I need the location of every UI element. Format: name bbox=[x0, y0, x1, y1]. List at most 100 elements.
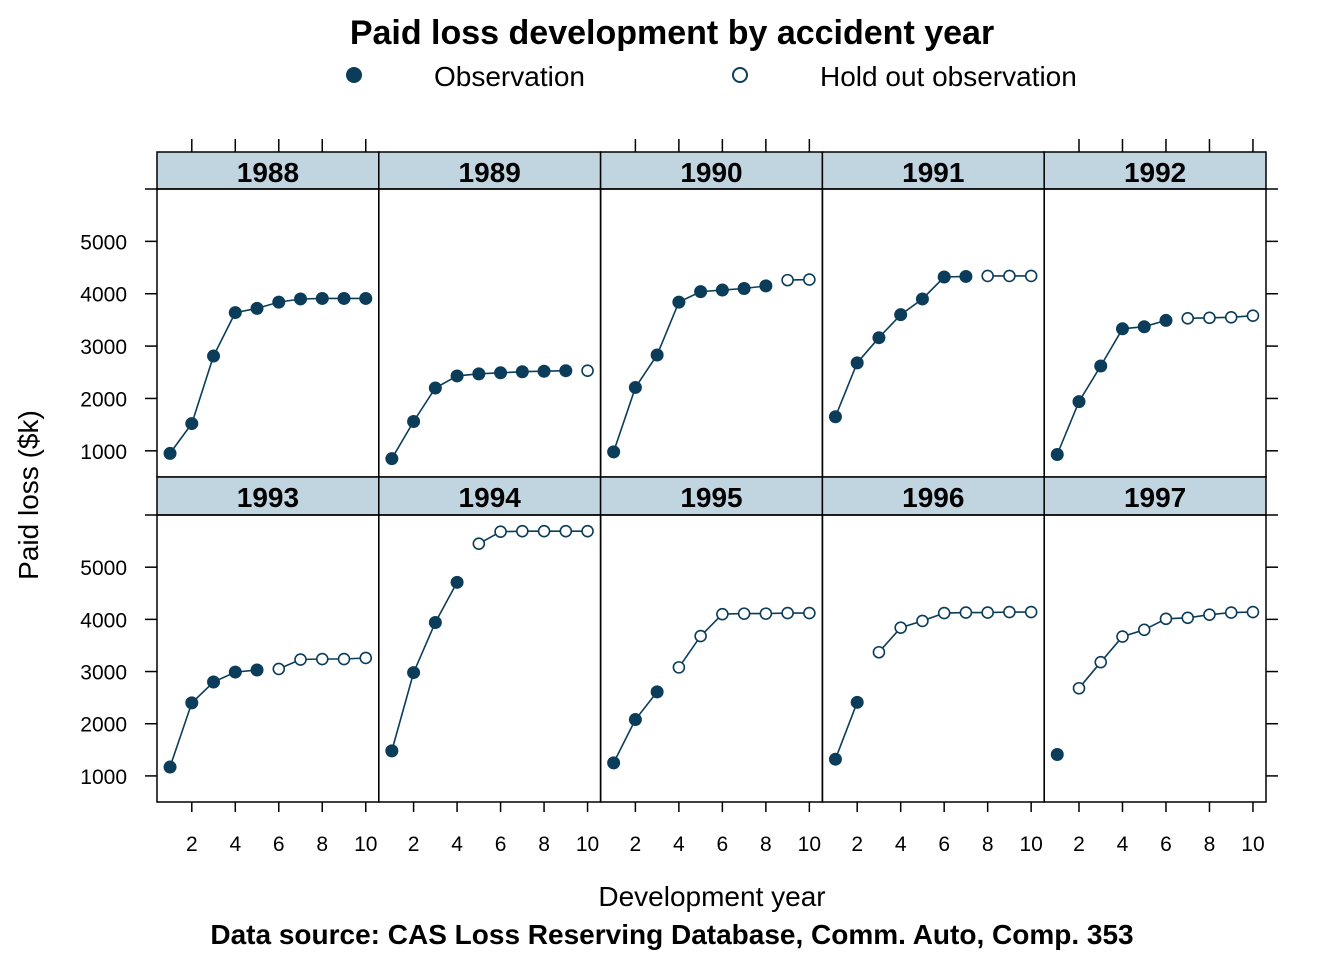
x-tick-label-0-2: 2 bbox=[186, 833, 198, 856]
observed-point-1990-6 bbox=[715, 283, 729, 297]
holdout-point-1997-8 bbox=[1203, 608, 1216, 621]
strip-1988 bbox=[156, 151, 380, 190]
x-tick-label-2-2: 2 bbox=[630, 833, 642, 856]
holdout-point-1992-9 bbox=[1224, 310, 1238, 324]
observed-point-1989-9 bbox=[559, 364, 573, 378]
y-tick-label-1-4000: 4000 bbox=[80, 609, 127, 632]
strip-label-1993: 1993 bbox=[237, 482, 299, 513]
holdout-point-1994-9 bbox=[559, 524, 573, 538]
holdout-point-1991-8 bbox=[981, 269, 994, 283]
observed-point-1989-7 bbox=[515, 365, 529, 379]
holdout-point-1990-10 bbox=[803, 273, 816, 286]
strip-1992 bbox=[1043, 151, 1267, 190]
observed-point-1994-3 bbox=[428, 615, 442, 629]
observed-point-1990-1 bbox=[607, 445, 621, 459]
strip-label-1997: 1997 bbox=[1124, 482, 1186, 513]
observed-point-1995-1 bbox=[607, 756, 621, 770]
holdout-point-1992-7 bbox=[1181, 312, 1195, 325]
panel-1990: 1990 bbox=[599, 151, 824, 478]
panel-frame-1992 bbox=[1043, 188, 1267, 478]
panel-frame-1997 bbox=[1043, 514, 1267, 803]
legend-holdout-marker bbox=[732, 67, 748, 83]
holdout-point-1994-6 bbox=[494, 525, 507, 538]
observed-point-1992-1 bbox=[1050, 447, 1064, 461]
holdout-point-1994-7 bbox=[516, 524, 529, 538]
strip-label-1988: 1988 bbox=[237, 157, 299, 188]
observed-point-1988-2 bbox=[185, 417, 199, 431]
holdout-point-1995-9 bbox=[781, 606, 794, 620]
y-tick-label-0-3000: 3000 bbox=[80, 336, 127, 359]
holdout-point-1991-9 bbox=[1003, 269, 1016, 283]
holdout-point-1994-10 bbox=[581, 524, 594, 538]
panel-grid: 1988 1989 1990 1991 1992 1993 1994 1995 1996 1997 bbox=[156, 151, 1267, 803]
observed-point-1988-9 bbox=[337, 291, 351, 305]
y-tick-label-0-5000: 5000 bbox=[80, 231, 127, 254]
holdout-point-1992-10 bbox=[1246, 309, 1260, 323]
legend: Observation Hold out observation bbox=[346, 61, 1077, 92]
outer-axes: 2 4 6 8 10 2 4 6 8 10 2 4 6 8 10 2 4 6 8 10 2 4 6 8 10 1000 2000 30… bbox=[80, 139, 1278, 856]
observed-point-1989-2 bbox=[407, 414, 421, 428]
x-tick-label-0-6: 6 bbox=[273, 833, 285, 856]
y-tick-label-0-4000: 4000 bbox=[80, 284, 127, 307]
y-tick-label-1-1000: 1000 bbox=[80, 766, 127, 789]
panel-frame-1996 bbox=[821, 514, 1045, 803]
legend-observation-label: Observation bbox=[434, 61, 585, 92]
panel-frame-1991 bbox=[821, 188, 1045, 478]
y-tick-label-1-5000: 5000 bbox=[80, 557, 127, 580]
observed-line-1990 bbox=[612, 285, 766, 453]
x-tick-label-1-8: 8 bbox=[538, 833, 550, 856]
x-tick-label-3-2: 2 bbox=[851, 833, 863, 856]
x-tick-label-1-10: 10 bbox=[576, 833, 599, 856]
strip-1993 bbox=[156, 476, 380, 516]
x-tick-label-4-2: 2 bbox=[1073, 833, 1085, 856]
observed-point-1992-6 bbox=[1159, 313, 1173, 327]
holdout-point-1997-5 bbox=[1137, 623, 1151, 637]
panel-1991: 1991 bbox=[821, 151, 1045, 478]
strip-label-1992: 1992 bbox=[1124, 157, 1186, 188]
holdout-point-1997-10 bbox=[1246, 605, 1260, 619]
strip-1997 bbox=[1043, 476, 1267, 516]
observed-point-1988-10 bbox=[359, 291, 373, 305]
holdout-point-1997-2 bbox=[1072, 681, 1086, 695]
y-tick-label-0-1000: 1000 bbox=[80, 441, 127, 464]
y-tick-label-1-3000: 3000 bbox=[80, 662, 127, 685]
observed-point-1989-4 bbox=[450, 369, 464, 383]
holdout-point-1991-10 bbox=[1024, 269, 1038, 283]
x-tick-label-4-6: 6 bbox=[1160, 833, 1172, 856]
holdout-point-1994-8 bbox=[537, 524, 551, 538]
observed-line-1989 bbox=[391, 369, 566, 460]
holdout-point-1997-6 bbox=[1159, 612, 1173, 626]
holdout-point-1996-9 bbox=[1003, 605, 1016, 619]
strip-label-1991: 1991 bbox=[902, 157, 964, 188]
observed-line-1992 bbox=[1056, 319, 1167, 455]
observed-point-1988-6 bbox=[272, 295, 286, 309]
x-axis-label: Development year bbox=[598, 881, 825, 912]
observed-point-1991-4 bbox=[894, 308, 908, 322]
observed-point-1991-2 bbox=[850, 356, 864, 370]
holdout-point-1994-5 bbox=[472, 537, 486, 551]
strip-label-1995: 1995 bbox=[680, 482, 742, 513]
holdout-point-1997-4 bbox=[1116, 630, 1129, 643]
observed-point-1988-1 bbox=[163, 446, 177, 460]
holdout-point-1996-5 bbox=[916, 614, 929, 628]
observed-point-1988-7 bbox=[294, 292, 308, 306]
observed-point-1990-5 bbox=[694, 285, 708, 299]
x-tick-label-2-8: 8 bbox=[760, 833, 772, 856]
holdout-point-1997-3 bbox=[1094, 655, 1108, 669]
holdout-point-1993-6 bbox=[272, 662, 286, 676]
observed-point-1991-3 bbox=[872, 331, 886, 345]
holdout-point-1993-7 bbox=[294, 653, 307, 666]
strip-label-1994: 1994 bbox=[459, 482, 522, 513]
observed-point-1992-5 bbox=[1137, 320, 1151, 334]
x-tick-label-0-8: 8 bbox=[316, 833, 328, 856]
observed-line-1995 bbox=[612, 691, 658, 764]
holdout-point-1997-9 bbox=[1224, 606, 1238, 619]
holdout-point-1997-7 bbox=[1181, 611, 1195, 625]
holdout-point-1992-8 bbox=[1203, 311, 1216, 325]
strip-label-1990: 1990 bbox=[680, 157, 742, 188]
observed-point-1989-8 bbox=[537, 364, 551, 378]
observed-point-1990-7 bbox=[737, 281, 751, 295]
panel-1994: 1994 bbox=[378, 476, 602, 803]
observed-point-1989-3 bbox=[428, 381, 442, 395]
